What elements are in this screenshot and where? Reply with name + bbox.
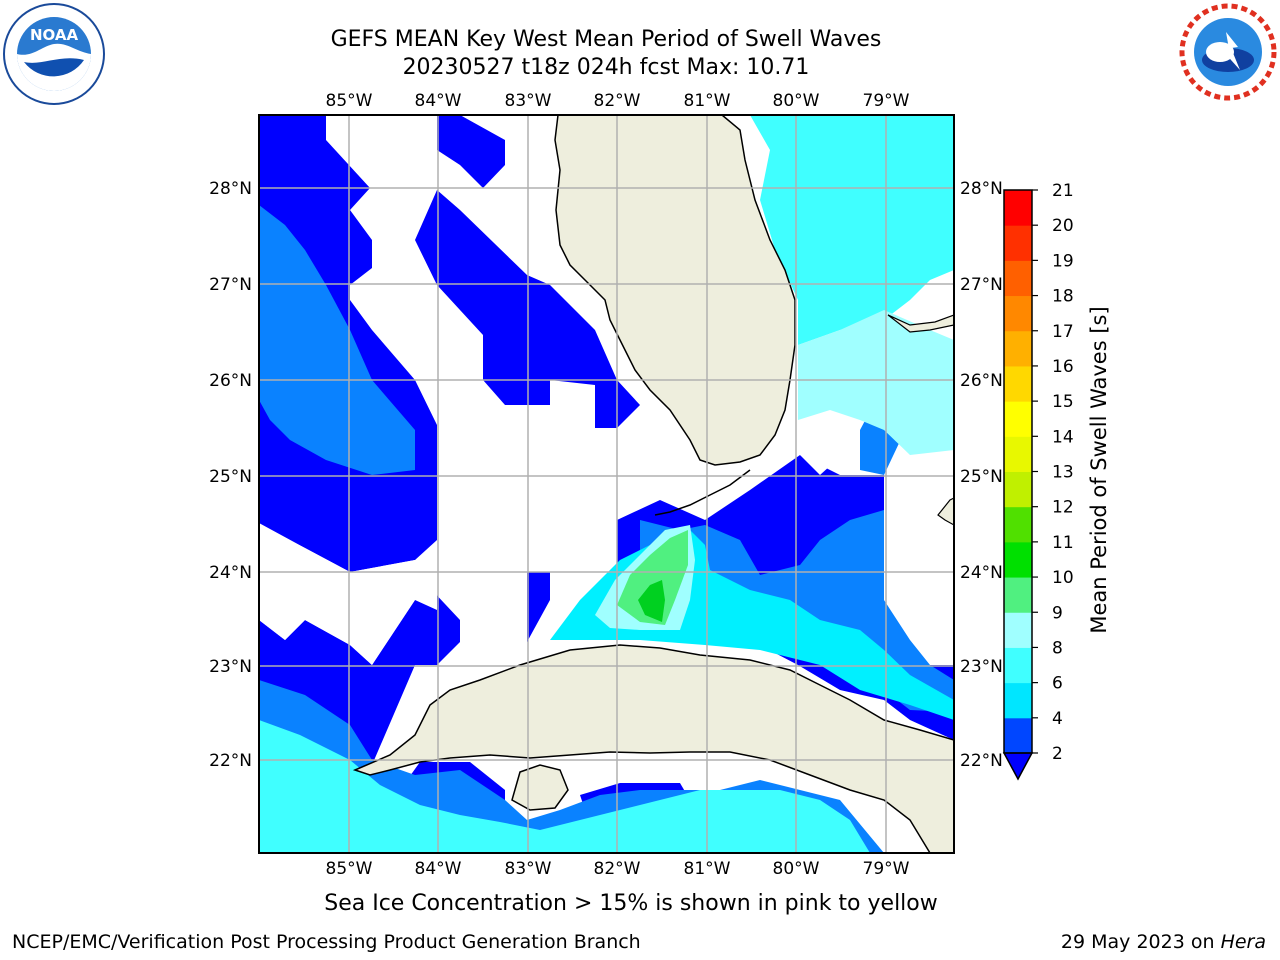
swell-region-atlantic-cyan (750, 115, 954, 345)
lon-tick-bottom: 83°W (505, 859, 552, 879)
colorbar-tick-label: 4 (1052, 709, 1063, 729)
colorbar-segment (1004, 682, 1032, 719)
lon-tick-bottom: 81°W (684, 859, 731, 879)
land-florida-keys (654, 469, 751, 516)
colorbar-tick-label: 17 (1052, 322, 1074, 342)
lon-tick-top: 85°W (326, 91, 373, 111)
colorbar-segment (1004, 506, 1032, 543)
colorbar-tick-label: 12 (1052, 498, 1074, 518)
lon-tick-bottom: 80°W (773, 859, 820, 879)
colorbar-segment (1004, 330, 1032, 367)
footer-credit: NCEP/EMC/Verification Post Processing Pr… (12, 931, 641, 953)
lat-tick-left: 22°N (209, 751, 252, 771)
colorbar-tick-label: 16 (1052, 357, 1074, 377)
lon-tick-top: 83°W (505, 91, 552, 111)
lon-tick-top: 82°W (594, 91, 641, 111)
colorbar-segment (1004, 471, 1032, 508)
colorbar-segment (1004, 647, 1032, 684)
colorbar-tick-label: 15 (1052, 392, 1074, 412)
lon-tick-bottom: 84°W (415, 859, 462, 879)
swell-region-gulf-north (437, 115, 505, 188)
lon-tick-top: 80°W (773, 91, 820, 111)
lat-tick-left: 24°N (209, 563, 252, 583)
colorbar-segment (1004, 365, 1032, 402)
lon-tick-bottom: 82°W (594, 859, 641, 879)
colorbar-tick-label: 6 (1052, 674, 1063, 694)
sea-ice-note: Sea Ice Concentration > 15% is shown in … (324, 891, 938, 916)
colorbar-tick-label: 10 (1052, 568, 1074, 588)
lat-tick-right: 22°N (960, 751, 1003, 771)
lat-tick-left: 26°N (209, 371, 252, 391)
swell-region-green (638, 580, 665, 622)
colorbar-segment (1004, 190, 1032, 226)
lat-tick-right: 28°N (960, 179, 1003, 199)
colorbar: 2 4 6 8 9 10 11 12 13 14 15 16 17 18 19 20 21 (1002, 181, 1074, 781)
colorbar-segment (1004, 436, 1032, 472)
colorbar-tick-label: 9 (1052, 603, 1063, 623)
lon-tick-bottom: 85°W (326, 859, 373, 879)
swell-region-white-atlantic (800, 430, 842, 475)
colorbar-tick-label: 13 (1052, 463, 1074, 483)
footer-date: 29 May 2023 on Hera (1061, 931, 1266, 953)
map-title-line1: GEFS MEAN Key West Mean Period of Swell … (330, 27, 882, 52)
lon-tick-top: 84°W (415, 91, 462, 111)
colorbar-tick-label: 11 (1052, 533, 1074, 553)
colorbar-segment (1004, 260, 1032, 297)
footer-host: Hera (1220, 931, 1266, 953)
map-frame (258, 114, 955, 854)
lon-tick-top: 81°W (684, 91, 731, 111)
lat-tick-left: 25°N (209, 467, 252, 487)
lon-tick-bottom: 79°W (863, 859, 910, 879)
colorbar-segment (1004, 295, 1032, 332)
swell-region-light-green (617, 530, 688, 625)
colorbar-segment (1004, 717, 1032, 754)
noaa-logo: NOAA (3, 3, 105, 105)
colorbar-tick-label: 19 (1052, 251, 1074, 271)
lat-tick-right: 25°N (960, 467, 1003, 487)
lat-tick-right: 24°N (960, 563, 1003, 583)
colorbar-tick-label: 21 (1052, 181, 1074, 201)
colorbar-segment (1004, 577, 1032, 613)
land-grand-bahama (887, 314, 954, 333)
lat-tick-right: 27°N (960, 275, 1003, 295)
svg-text:NOAA: NOAA (30, 26, 79, 44)
graticule (259, 115, 954, 853)
colorbar-tick-label: 14 (1052, 427, 1074, 447)
lat-tick-right: 23°N (960, 657, 1003, 677)
colorbar-tick-label: 8 (1052, 638, 1063, 658)
nws-logo (1179, 3, 1277, 101)
swell-region-white-gulf-south (259, 525, 437, 665)
swell-region-cuba-channel (527, 572, 550, 642)
colorbar-segment (1004, 541, 1032, 578)
lat-tick-left: 28°N (209, 179, 252, 199)
lat-tick-left: 27°N (209, 275, 252, 295)
colorbar-tick-label: 2 (1052, 744, 1063, 764)
colorbar-segment (1004, 401, 1032, 437)
swell-region-gulf-west-blue (259, 205, 415, 475)
footer-date-text: 29 May 2023 on (1060, 931, 1221, 953)
land-isla-juventud (511, 764, 569, 811)
colorbar-tick-label: 20 (1052, 216, 1074, 236)
colorbar-label: Mean Period of Swell Waves [s] (1087, 306, 1111, 633)
swell-field (259, 115, 954, 853)
swell-region-pale-cyan-atlantic (798, 310, 954, 455)
map-title-line2: 20230527 t18z 024h fcst Max: 10.71 (402, 55, 810, 80)
colorbar-under-arrow (1002, 752, 1034, 781)
land-andros (937, 497, 954, 526)
lon-tick-top: 79°W (863, 91, 910, 111)
colorbar-segment (1004, 612, 1032, 648)
land-cuba (352, 644, 954, 853)
colorbar-tick-label: 18 (1052, 287, 1074, 307)
colorbar-segment (1004, 225, 1032, 261)
lat-tick-right: 26°N (960, 371, 1003, 391)
lat-tick-left: 23°N (209, 657, 252, 677)
swell-region-caribbean-cyan (259, 720, 870, 853)
